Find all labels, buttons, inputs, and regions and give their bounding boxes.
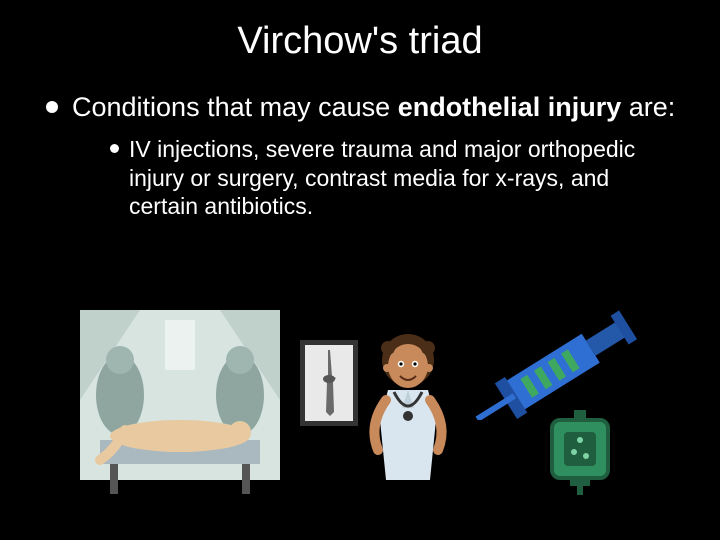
nurse-illustration — [358, 330, 458, 485]
bullet-level1: Conditions that may cause endothelial in… — [0, 91, 720, 125]
iv-bag-illustration — [540, 410, 620, 495]
bullet-dot-icon — [110, 144, 119, 153]
slide-title: Virchow's triad — [0, 20, 720, 63]
bullet-level2: IV injections, severe trauma and major o… — [0, 135, 720, 221]
slide: Virchow's triad Conditions that may caus… — [0, 0, 720, 540]
illustration-row — [0, 310, 720, 520]
bullet-level1-text: Conditions that may cause endothelial in… — [72, 91, 675, 125]
bullet-level2-text: IV injections, severe trauma and major o… — [129, 135, 680, 221]
syringe-illustration — [475, 310, 645, 420]
xray-illustration — [300, 340, 358, 426]
bullet-dot-icon — [46, 101, 58, 113]
bullet1-bold: endothelial injury — [398, 92, 622, 122]
bullet1-pre: Conditions that may cause — [72, 92, 398, 122]
bullet1-post: are: — [621, 92, 675, 122]
surgery-illustration — [80, 310, 280, 500]
